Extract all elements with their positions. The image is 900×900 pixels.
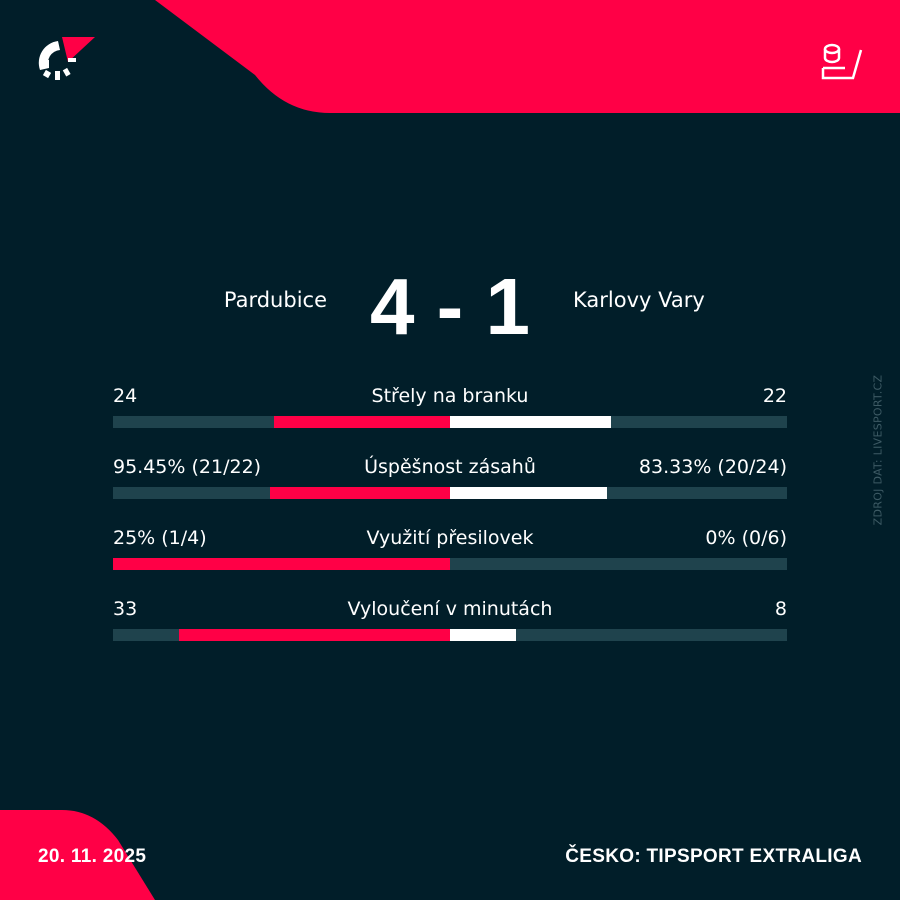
stat-bar-home	[178, 629, 450, 641]
stat-label: Vyloučení v minutách	[347, 598, 553, 620]
stat-label: Využití přesilovek	[366, 527, 534, 549]
hockey-stick-puck-icon	[821, 43, 863, 80]
stat-away-value: 22	[762, 385, 787, 407]
stat-bar-track	[113, 558, 787, 570]
stat-home-value: 24	[113, 385, 138, 407]
stat-row: 33 Vyloučení v minutách 8	[113, 597, 787, 657]
stat-away-value: 0% (0/6)	[705, 527, 787, 549]
stat-bar-away	[450, 487, 608, 499]
league-name: ČESKO: TIPSPORT EXTRALIGA	[565, 846, 862, 867]
stat-label: Úspěšnost zásahů	[364, 456, 536, 478]
stat-home-value: 25% (1/4)	[113, 527, 207, 549]
stat-bar-track	[113, 629, 787, 641]
match-date: 20. 11. 2025	[38, 846, 147, 867]
home-score: 4	[369, 262, 415, 351]
footer-red-shape	[0, 810, 155, 900]
home-team-name: Pardubice	[223, 288, 327, 312]
header-red-shape	[155, 0, 900, 113]
stat-label: Střely na branku	[371, 385, 529, 407]
stat-bar-home	[113, 558, 450, 570]
stat-away-value: 83.33% (20/24)	[638, 456, 787, 478]
data-source: ZDROJ DAT: LIVESPORT.CZ	[871, 374, 885, 526]
stat-bar-away	[450, 416, 612, 428]
away-team-name: Karlovy Vary	[573, 288, 705, 312]
stat-bar-home	[270, 487, 450, 499]
stat-row: 95.45% (21/22) Úspěšnost zásahů 83.33% (…	[113, 455, 787, 515]
flashscore-logo	[38, 37, 95, 80]
stat-bar-track	[113, 416, 787, 428]
stat-home-value: 33	[113, 598, 138, 620]
stat-away-value: 8	[774, 598, 787, 620]
away-score: 1	[485, 262, 531, 351]
stat-row: 24 Střely na branku 22	[113, 384, 787, 444]
score-separator: -	[436, 262, 464, 351]
stat-bar-away	[450, 629, 516, 641]
stat-bar-track	[113, 487, 787, 499]
stat-home-value: 95.45% (21/22)	[113, 456, 262, 478]
stat-bar-home	[274, 416, 450, 428]
stat-row: 25% (1/4) Využití přesilovek 0% (0/6)	[113, 526, 787, 586]
score: 4 - 1	[350, 262, 550, 352]
